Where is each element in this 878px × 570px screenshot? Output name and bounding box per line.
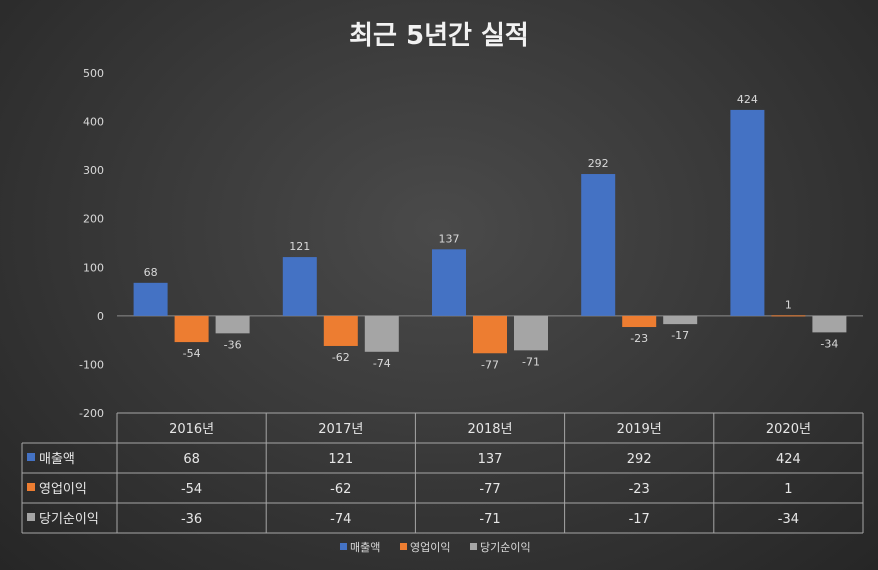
data-label-1-2: -77	[481, 358, 499, 371]
table-cell-2-0: -36	[181, 512, 202, 527]
table-category-1: 2017년	[318, 422, 363, 437]
data-label-2-0: -36	[224, 338, 242, 351]
table-cell-1-3: -23	[629, 482, 650, 497]
data-label-0-3: 292	[588, 157, 609, 170]
legend: 매출액 영업이익 당기순이익	[340, 541, 531, 554]
bar-1-1	[323, 315, 358, 346]
y-tick-label-1: 400	[83, 116, 104, 129]
data-label-2-4: -34	[820, 337, 838, 350]
table-category-4: 2020년	[766, 422, 811, 437]
data-label-1-1: -62	[332, 351, 350, 364]
bar-0-0	[133, 282, 168, 316]
legend-swatch-0	[340, 543, 347, 550]
table-category-3: 2019년	[617, 422, 662, 437]
data-label-2-2: -71	[522, 355, 540, 368]
bar-0-3	[581, 174, 616, 316]
table-cell-2-4: -34	[778, 512, 799, 527]
chart-title: 최근 5년간 실적	[349, 21, 529, 51]
table-cell-0-3: 292	[627, 452, 652, 467]
data-label-0-1: 121	[289, 240, 310, 253]
table-series-name-2: 당기순이익	[39, 512, 99, 527]
table-cell-2-1: -74	[330, 512, 351, 527]
legend-swatch-1	[400, 543, 407, 550]
bars	[133, 109, 847, 354]
bar-2-2	[514, 315, 548, 351]
y-axis: 500 400 300 200 100 0 -100 -200	[79, 67, 104, 420]
table-swatch-0	[27, 453, 35, 461]
legend-swatch-2	[470, 543, 477, 550]
table-series-name-0: 매출액	[39, 452, 75, 467]
bar-1-4	[771, 315, 806, 317]
table-cell-1-2: -77	[479, 482, 500, 497]
data-label-2-3: -17	[671, 329, 689, 342]
table-category-2: 2018년	[467, 422, 512, 437]
bar-1-0	[174, 315, 209, 343]
legend-label-2: 당기순이익	[480, 541, 531, 554]
data-label-1-4: 1	[785, 298, 792, 311]
y-tick-label-4: 100	[83, 261, 104, 274]
data-label-0-4: 424	[737, 93, 758, 106]
data-labels: 68 121 137 292 424 -54 -62 -77 -23 1 -36 -74 -71 -17 -…	[144, 93, 839, 371]
table-cell-1-0: -54	[181, 482, 202, 497]
bar-2-4	[812, 315, 847, 333]
legend-label-0: 매출액	[350, 541, 380, 554]
data-label-1-3: -23	[630, 332, 648, 345]
y-tick-label-5: 0	[97, 310, 104, 323]
bar-2-3	[663, 315, 698, 325]
table-cell-2-3: -17	[629, 512, 650, 527]
bar-2-1	[364, 315, 399, 352]
bar-0-1	[282, 257, 317, 316]
table-cell-0-1: 121	[328, 452, 353, 467]
table-cell-1-1: -62	[330, 482, 351, 497]
data-label-0-2: 137	[439, 232, 460, 245]
table-cell-2-2: -71	[479, 512, 500, 527]
y-tick-label-7: -200	[79, 407, 104, 420]
data-label-0-0: 68	[144, 266, 158, 279]
y-tick-label-3: 200	[83, 213, 104, 226]
table-cell-0-0: 68	[183, 452, 200, 467]
legend-label-1: 영업이익	[410, 541, 450, 554]
table-swatch-2	[27, 513, 35, 521]
table-series-name-1: 영업이익	[39, 482, 87, 497]
bar-2-0	[215, 315, 250, 334]
bar-0-4	[730, 109, 765, 316]
table-swatch-1	[27, 483, 35, 491]
data-label-1-0: -54	[183, 347, 201, 360]
y-tick-label-6: -100	[79, 358, 104, 371]
table-cell-1-4: 1	[784, 482, 792, 497]
table-cell-0-4: 424	[776, 452, 801, 467]
table-cell-0-2: 137	[478, 452, 503, 467]
bar-0-2	[432, 249, 466, 316]
y-tick-label-0: 500	[83, 67, 104, 80]
data-label-2-1: -74	[373, 357, 391, 370]
table-category-0: 2016년	[169, 422, 214, 437]
bar-1-3	[622, 315, 657, 328]
bar-1-2	[473, 315, 507, 354]
y-tick-label-2: 300	[83, 164, 104, 177]
